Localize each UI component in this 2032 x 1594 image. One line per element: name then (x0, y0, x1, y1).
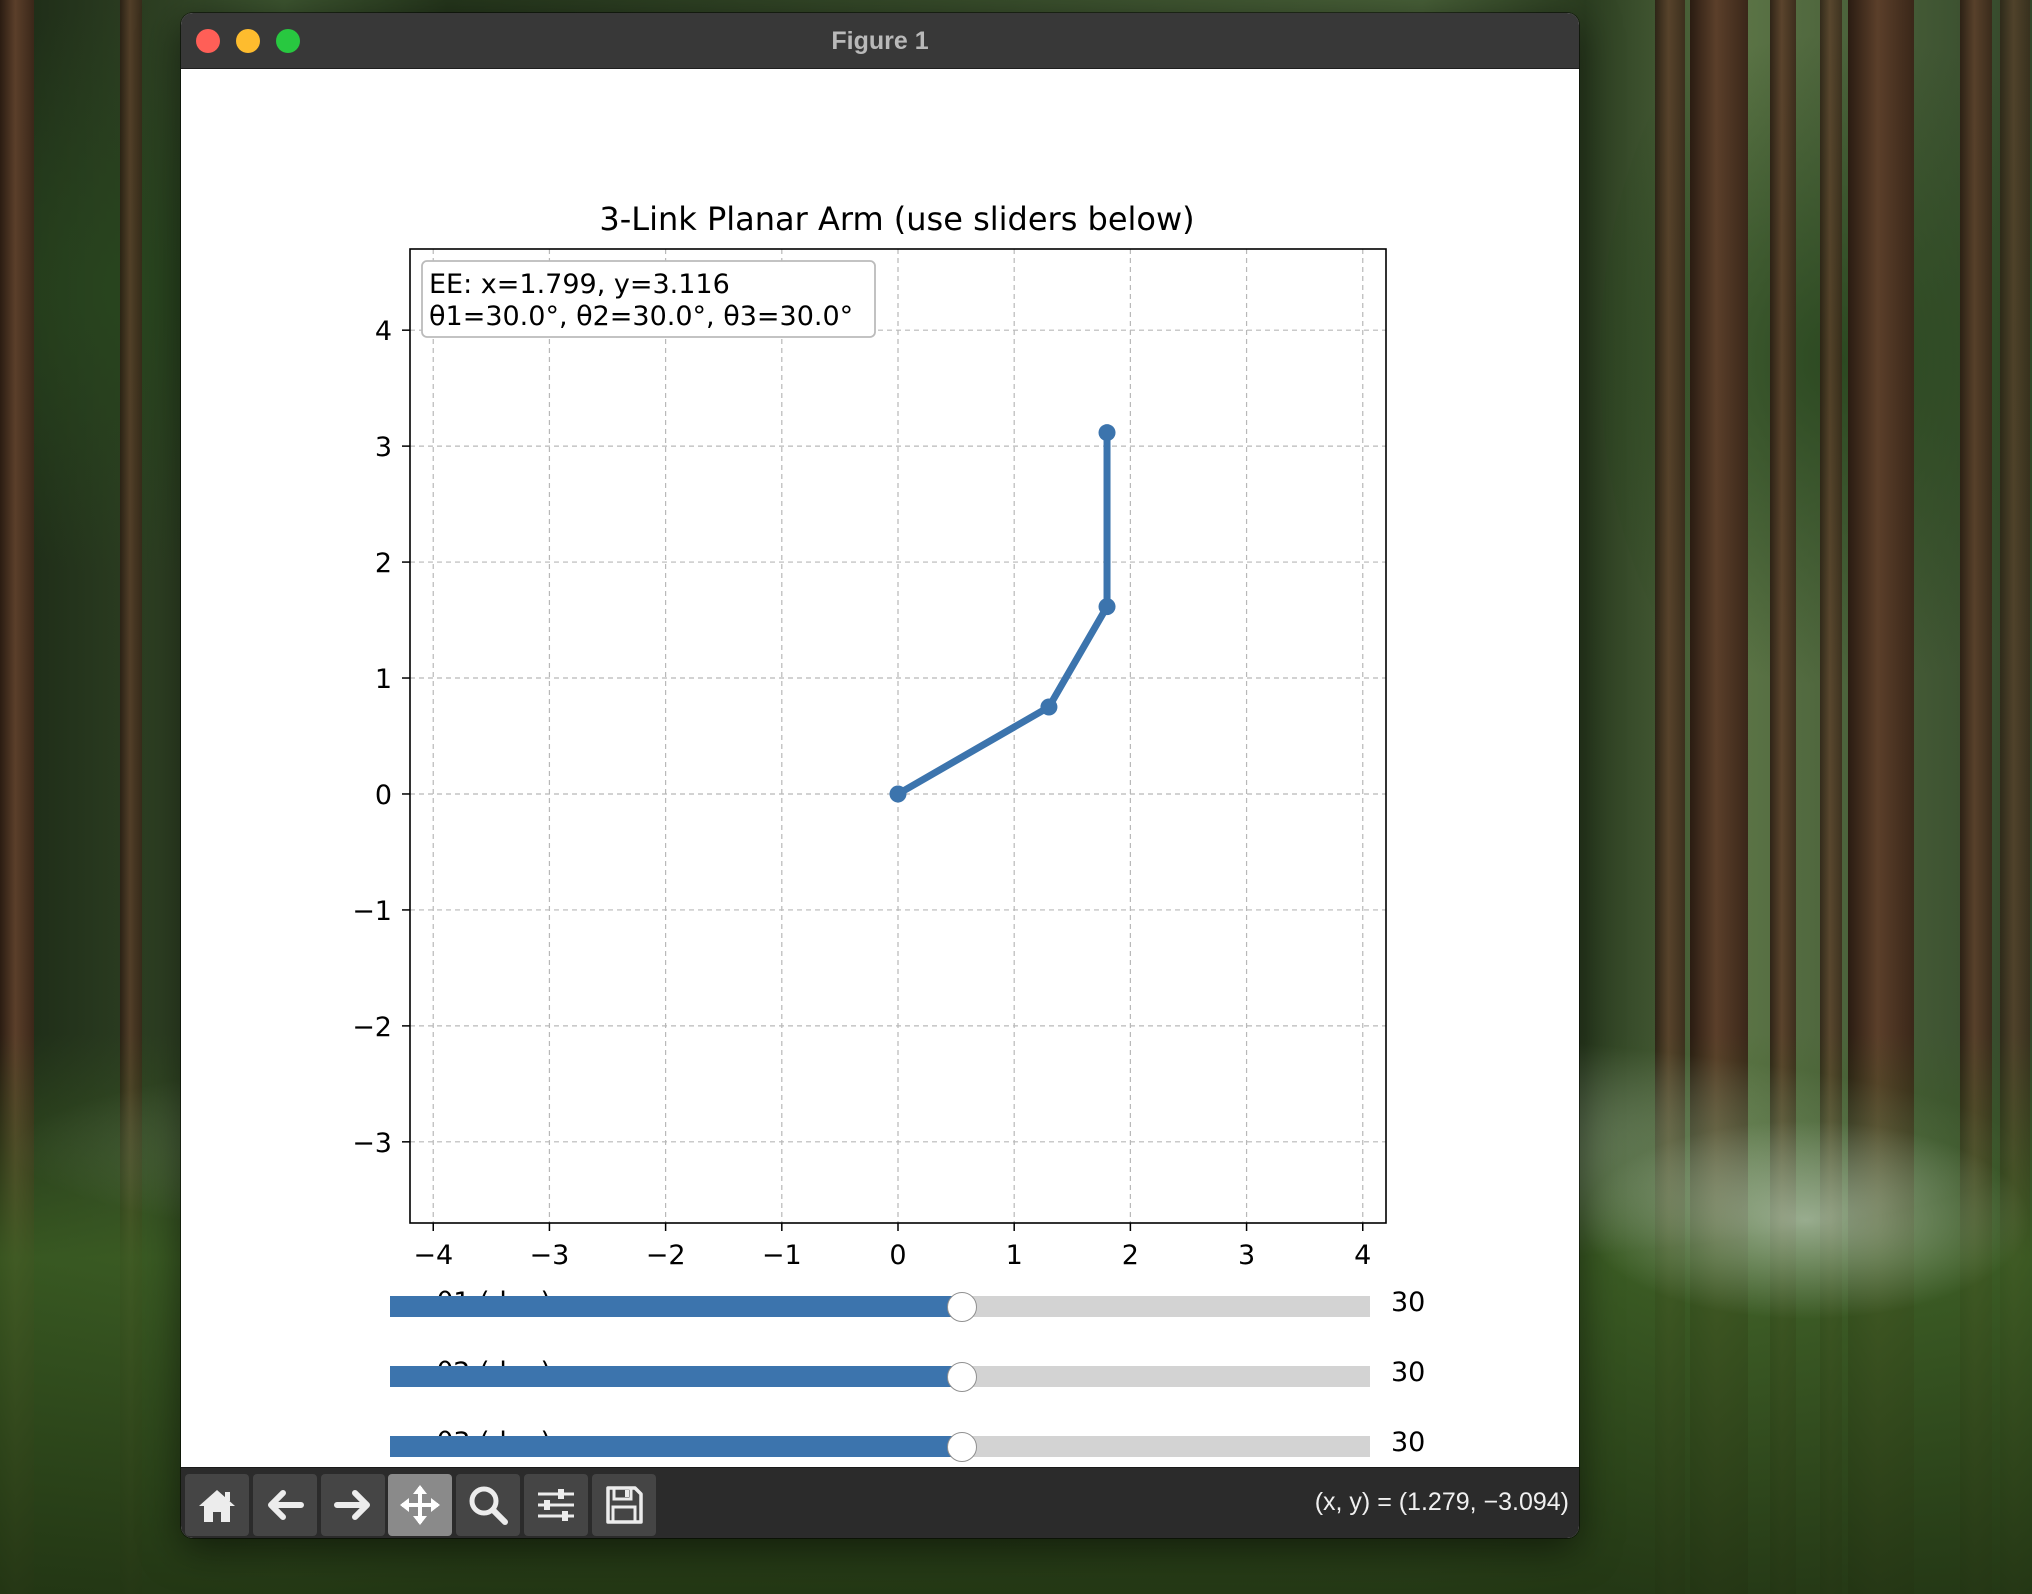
figure-canvas[interactable]: 3-Link Planar Arm (use sliders below) −4… (181, 69, 1579, 1482)
slider-theta3: θ3 (deg) 30 (181, 1415, 1579, 1475)
x-tick-label: −4 (413, 1240, 453, 1271)
configure-button[interactable] (524, 1474, 588, 1536)
y-tick-label: 2 (375, 548, 392, 579)
x-tick-label: −2 (646, 1240, 686, 1271)
joint-point (889, 785, 907, 803)
chart-title: 3-Link Planar Arm (use sliders below) (599, 200, 1194, 238)
move-icon (400, 1485, 440, 1525)
annotation-ee-line: EE: x=1.799, y=3.116 (429, 269, 730, 300)
y-tick-label: 4 (375, 316, 392, 347)
cursor-coordinates: (x, y) = (1.279, −3.094) (1314, 1488, 1569, 1516)
arrow-left-icon (268, 1490, 304, 1520)
annotation-box (421, 260, 876, 338)
x-tick-label: 0 (889, 1240, 906, 1271)
y-axis: −3 −2 −1 0 1 2 3 4 (352, 316, 410, 1159)
slider-handle[interactable] (946, 1431, 977, 1462)
slider-track[interactable] (390, 1431, 1370, 1462)
slider-handle[interactable] (946, 1291, 977, 1322)
slider-fill (390, 1436, 962, 1457)
end-effector-point (1098, 424, 1116, 442)
x-tick-label: 2 (1122, 1240, 1139, 1271)
x-tick-label: 1 (1006, 1240, 1023, 1271)
close-button[interactable] (196, 29, 220, 53)
joint-point (1040, 698, 1058, 716)
y-tick-label: 1 (375, 664, 392, 695)
minimize-button[interactable] (236, 29, 260, 53)
title-bar: Figure 1 (181, 13, 1579, 69)
magnifier-icon (469, 1486, 508, 1525)
joint-point (1098, 598, 1116, 616)
y-tick-label: 0 (375, 780, 392, 811)
window-title: Figure 1 (831, 27, 929, 55)
forward-button[interactable] (321, 1474, 385, 1536)
zoom-button[interactable] (456, 1474, 520, 1536)
arrow-right-icon (334, 1490, 370, 1520)
arm-link-line (894, 429, 1111, 798)
plot-axes[interactable]: 3-Link Planar Arm (use sliders below) −4… (181, 69, 1579, 1482)
slider-theta1: θ1 (deg) 30 (181, 1275, 1579, 1335)
home-icon (199, 1490, 235, 1522)
x-tick-label: −3 (530, 1240, 570, 1271)
slider-track[interactable] (390, 1291, 1370, 1322)
navigation-toolbar: (x, y) = (1.279, −3.094) (181, 1467, 1579, 1538)
state-annotation: EE: x=1.799, y=3.116 θ1=30.0°, θ2=30.0°,… (421, 260, 876, 338)
save-button[interactable] (592, 1474, 656, 1536)
floppy-disk-icon (606, 1486, 643, 1524)
y-tick-label: −1 (352, 896, 392, 927)
home-button[interactable] (185, 1474, 249, 1536)
y-tick-label: −3 (352, 1128, 392, 1159)
x-tick-label: −1 (762, 1240, 802, 1271)
figure-window: Figure 1 3-Link Planar Arm (use sliders … (181, 13, 1579, 1538)
annotation-angles-line: θ1=30.0°, θ2=30.0°, θ3=30.0° (429, 301, 853, 332)
zoom-window-button[interactable] (276, 29, 300, 53)
y-tick-label: 3 (375, 432, 392, 463)
slider-fill (390, 1366, 962, 1387)
y-tick-label: −2 (352, 1012, 392, 1043)
axes-frame (409, 248, 1387, 1224)
grid-lines (410, 249, 1386, 1223)
x-axis: −4 −3 −2 −1 0 1 2 3 4 (413, 1223, 1371, 1271)
sliders-icon (538, 1489, 574, 1521)
arm-series (889, 424, 1116, 803)
back-button[interactable] (253, 1474, 317, 1536)
pan-button[interactable] (388, 1474, 452, 1536)
slider-handle[interactable] (946, 1361, 977, 1392)
slider-theta2: θ2 (deg) 30 (181, 1345, 1579, 1405)
x-tick-label: 3 (1238, 1240, 1255, 1271)
x-tick-label: 4 (1354, 1240, 1371, 1271)
slider-value: 30 (1391, 1357, 1426, 1388)
slider-track[interactable] (390, 1361, 1370, 1392)
slider-value: 30 (1391, 1287, 1426, 1318)
slider-value: 30 (1391, 1427, 1426, 1458)
slider-fill (390, 1296, 962, 1317)
